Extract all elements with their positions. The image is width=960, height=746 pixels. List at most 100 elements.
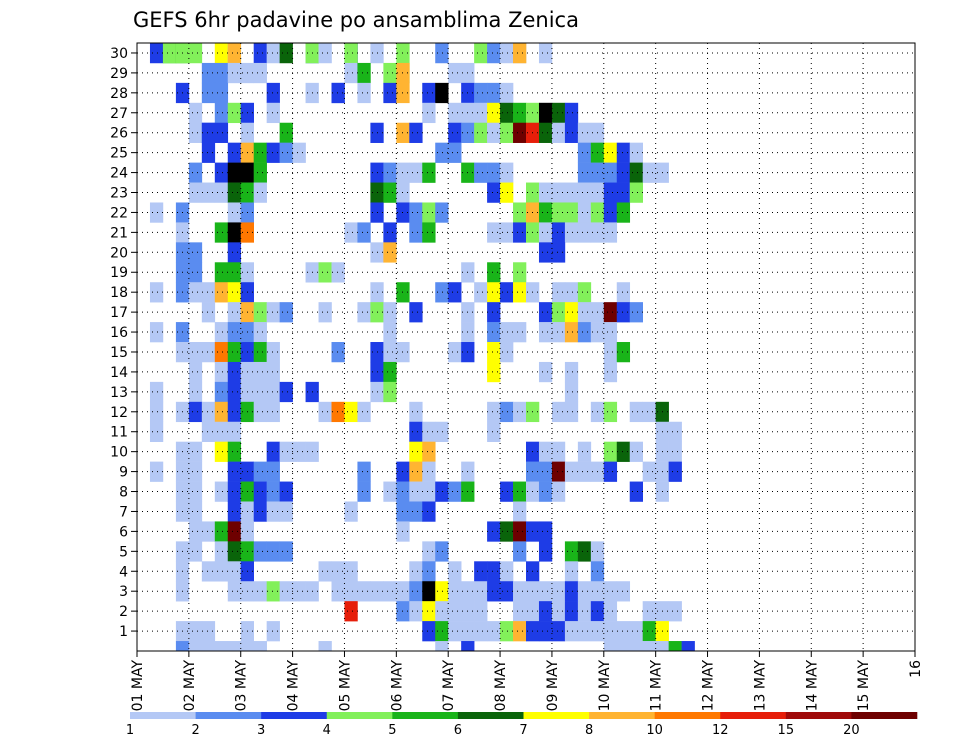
heatmap-cell [448,481,462,502]
y-tick-label: 27 [110,106,128,122]
heatmap-cell [188,102,203,124]
y-axis: 1234567891011121314151617181920212223242… [110,46,137,640]
heatmap-cell [214,561,229,582]
chart-title: GEFS 6hr padavine po ansamblima Zenica [133,8,579,32]
heatmap-cell [422,102,436,124]
heatmap-cell [188,481,203,502]
heatmap-cell [357,222,371,243]
heatmap-cell [214,43,229,64]
heatmap-cell [500,581,514,602]
heatmap-cell [551,441,566,462]
heatmap-cell [253,401,267,423]
heatmap-cell [500,82,514,104]
heatmap-cell [500,102,514,124]
heatmap-cell [564,122,579,143]
heatmap-cell [513,521,527,542]
heatmap-cell [214,381,229,403]
x-tick-label: 15 MAY [856,660,872,712]
heatmap-cell [201,142,216,163]
heatmap-cell [253,361,267,383]
heatmap-cell [603,342,618,363]
heatmap-cell [474,581,488,602]
heatmap-cell [500,621,514,642]
heatmap-cell [513,262,527,283]
heatmap-cell [616,641,631,651]
heatmap-cell [616,282,631,303]
heatmap-cell [214,282,229,303]
heatmap-cell [383,381,397,403]
heatmap-cell [422,481,436,502]
heatmap-cell [487,421,501,442]
y-tick-label: 19 [110,265,128,281]
heatmap-cell [513,222,527,243]
heatmap-cell [201,82,216,104]
heatmap-cell [577,461,592,482]
legend: 1 2 3 4 5 6 7 8 10 12 15 20 [126,712,918,738]
heatmap-cell [513,282,527,303]
heatmap-cell [279,43,293,64]
heatmap-cell [564,102,579,124]
heatmap-cell [279,541,293,562]
heatmap-cell [551,401,566,423]
heatmap-cell [435,43,449,64]
heatmap-cell [551,202,566,223]
heatmap-cell [201,122,216,143]
heatmap-cell [538,521,553,542]
x-tick-label: 10 MAY [597,660,613,712]
heatmap-cell [435,142,449,163]
heatmap-cell [461,641,475,651]
heatmap-cell [603,302,618,323]
heatmap-cell [603,182,618,203]
heatmap-cell [383,481,397,502]
heatmap-cell [487,581,501,602]
heatmap-cell [435,481,449,502]
heatmap-cell [266,461,280,482]
heatmap-cell [201,302,216,323]
heatmap-cell [214,361,229,383]
heatmap-cell [603,162,618,183]
heatmap-cell [214,82,229,104]
heatmap-cell [538,322,553,343]
heatmap-cell [603,581,618,602]
heatmap-cell [279,581,293,602]
heatmap-cell [435,421,449,442]
heatmap-cell [266,302,280,323]
legend-label: 5 [388,723,396,738]
heatmap-cell [564,302,579,323]
heatmap-cell [331,581,345,602]
heatmap-cell [318,641,332,651]
heatmap-cell [188,262,203,283]
heatmap-cell [292,441,306,462]
y-tick-label: 18 [110,285,128,301]
heatmap-cell [538,541,553,562]
heatmap-cell [266,501,280,522]
heatmap-cell [214,322,229,343]
heatmap-cell [149,381,164,403]
heatmap-cell [188,381,203,403]
legend-label: 20 [843,723,860,738]
heatmap-cell [500,561,514,582]
heatmap-cell [227,302,242,323]
heatmap-cell [422,82,436,104]
heatmap-cell [603,361,618,383]
heatmap-cell [422,561,436,582]
heatmap-cell [422,421,436,442]
x-tick-label: 01 MAY [130,660,146,712]
y-tick-label: 7 [119,504,128,520]
heatmap-cell [513,102,527,124]
heatmap-cell [383,82,397,104]
heatmap-cell [227,641,242,651]
heatmap-cell [513,322,527,343]
heatmap-cell [487,282,501,303]
legend-swatch [457,712,524,719]
heatmap-cell [266,381,280,403]
heatmap-cell [551,581,566,602]
heatmap-cell [331,561,345,582]
heatmap-cell [564,601,579,622]
heatmap-cell [422,441,436,462]
x-tick-label: 16 [908,660,924,678]
y-tick-label: 12 [110,405,128,421]
heatmap-cell [227,501,242,522]
heatmap-cell [538,441,553,462]
heatmap-cell [435,641,449,651]
